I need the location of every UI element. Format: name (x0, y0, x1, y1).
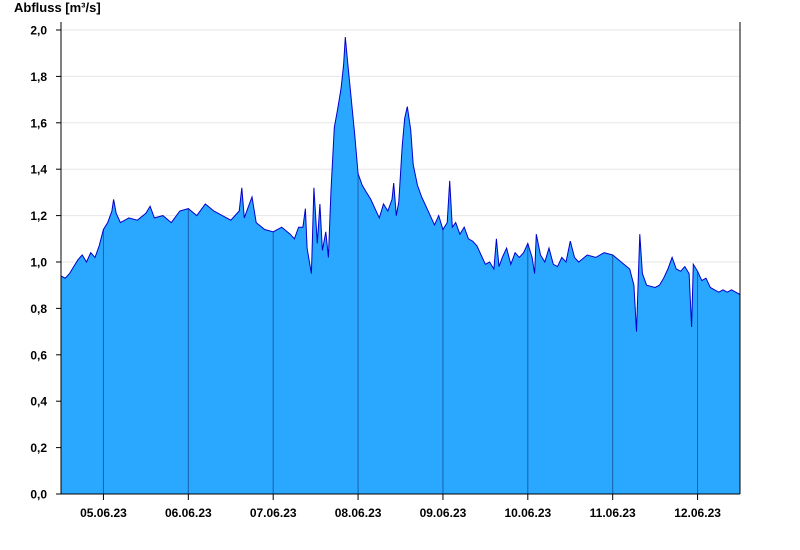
axes (60, 22, 741, 495)
discharge-area (61, 37, 740, 494)
y-tick-label: 1,4 (30, 163, 47, 177)
y-axis-ticks: 0,0 0,2 0,4 0,6 0,8 1,0 1,2 1,4 1,6 1,8 2,0 (30, 24, 61, 502)
y-tick-label: 1,2 (30, 209, 47, 223)
x-tick-label: 06.06.23 (165, 506, 212, 520)
x-tick-label: 08.06.23 (335, 506, 382, 520)
y-tick-label: 0,0 (30, 488, 47, 502)
y-tick-label: 2,0 (30, 24, 47, 38)
y-tick-label: 1,0 (30, 256, 47, 270)
x-tick-label: 05.06.23 (80, 506, 127, 520)
discharge-line (60, 36, 741, 332)
y-axis-title: Abfluss [m³/s] (14, 0, 101, 15)
x-tick-label: 11.06.23 (590, 506, 636, 520)
y-tick-label: 1,8 (30, 70, 47, 84)
x-tick-label: 09.06.23 (420, 506, 467, 520)
y-tick-label: 0,2 (30, 441, 47, 455)
y-tick-label: 0,4 (30, 395, 47, 409)
x-tick-label: 12.06.23 (674, 506, 721, 520)
x-axis-ticks: 05.06.23 06.06.23 07.06.23 08.06.23 09.06.23… (80, 494, 721, 520)
day-separators (102, 173, 699, 494)
y-tick-label: 1,6 (30, 116, 47, 130)
x-tick-label: 10.06.23 (504, 506, 551, 520)
y-tick-label: 0,8 (30, 302, 47, 316)
x-tick-label: 07.06.23 (250, 506, 297, 520)
y-tick-label: 0,6 (30, 348, 47, 362)
